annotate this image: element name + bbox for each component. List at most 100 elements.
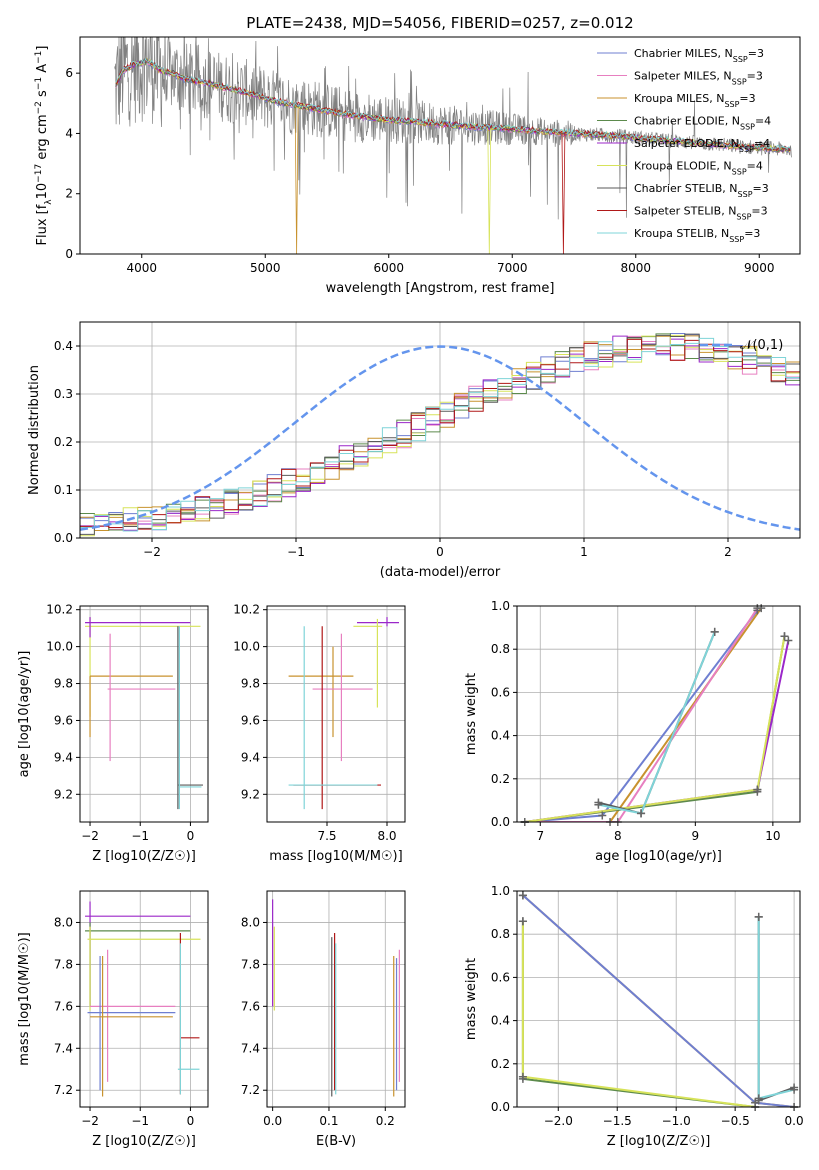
model-spectrum-line [115,58,791,151]
x-tick-label: 1 [580,545,588,559]
y-tick-label: 7.8 [54,957,73,971]
y-tick-label: 0.8 [491,927,510,941]
mass-weight-line [757,916,795,1102]
y-tick-label: 7.6 [241,999,260,1013]
x-tick-label: 9000 [744,261,775,275]
legend-label: Chabrier MILES, N [634,47,733,60]
y-label-part: −17 [34,164,44,183]
mass-weight-line [521,921,756,1107]
legend-tail: =4 [747,160,763,173]
x-tick-label: −2 [81,1114,99,1128]
axes-frame [516,890,801,1108]
mass-weight-line [524,607,759,822]
x-tick-label: 8.0 [377,829,396,843]
y-label-part: −2 [34,101,44,114]
mass-weight-line [524,607,763,822]
age_vs_Z-axes: −2 −1 0 9.2 9.4 9.6 9.8 10.0 10.2 Z [log10(Z/Z☉)]… [17,603,209,864]
figure-title: PLATE=2438, MJD=54056, FIBERID=0257, z=0… [246,14,633,32]
x-tick-label: 9 [692,829,700,843]
x-tick-label: 7 [536,829,544,843]
y-tick-label: 0.1 [54,483,73,497]
model-spectrum-line [115,57,791,254]
x-tick-label: 5000 [250,261,281,275]
y-tick-label: 7.4 [241,1041,260,1055]
mass-weight-line [598,631,716,815]
mass_weight_vs_age-plot-area [524,607,790,822]
mass-weight-marker [518,891,527,900]
x-axis-label: E(B-V) [316,1134,356,1149]
y-tick-label: 0.8 [491,642,510,656]
y-tick-label: 9.8 [54,677,73,691]
mass_vs_EBV-plot-area [272,899,400,1097]
y-tick-label: 0.6 [491,685,510,699]
model-spectrum-line [115,59,791,254]
x-tick-label: 8 [614,829,622,843]
legend-sub: SSP [729,235,744,244]
x-axis-label: wavelength [Angstrom, rest frame] [326,281,555,296]
x-tick-label: 0.1 [319,1114,338,1128]
x-tick-label: 2 [724,545,732,559]
mass-weight-marker [518,1072,527,1081]
axes-frame [79,605,209,823]
x-tick-label: 10 [765,829,780,843]
y-tick-label: 9.4 [54,750,73,764]
y-tick-label: 2 [65,187,73,201]
x-axis-label: Z [log10(Z/Z☉)] [92,1134,196,1149]
mass-weight-marker [753,785,762,794]
y-tick-label: 0.0 [54,531,73,545]
legend-tail: =4 [755,115,771,128]
mass-weight-marker [598,811,607,820]
y-tick-label: 9.8 [241,677,260,691]
y-label-part: 10 [35,183,50,200]
legend-sub: SSP [739,145,754,154]
mass_vs_Z-axes: −2 −1 0 7.2 7.4 7.6 7.8 8.0 Z [log10(Z/Z☉)] mass … [17,890,209,1149]
mass-weight-marker [594,800,603,809]
legend-sub: SSP [736,212,751,221]
legend-entry: Salpeter STELIB, NSSP=3 [634,205,768,222]
residual_histogram-axes: −2 −1 0 1 2 0.0 0.1 0.2 0.3 0.4 (data-model)/error… [27,321,801,580]
axes-frame [79,36,801,255]
legend-entry: Chabrier MILES, NSSP=3 [634,47,764,64]
legend-tail: =3 [748,47,764,60]
residual_histogram-plot-area [80,332,800,537]
axes-frame [79,321,801,539]
x-tick-label: 0 [187,1114,195,1128]
y-tick-label: 10.0 [46,640,73,654]
mass-weight-marker [784,636,793,645]
mass-weight-marker [637,809,646,818]
y-tick-label: 9.6 [54,713,73,727]
mass-weight-marker [790,1085,799,1094]
spectrum-plot-area [114,37,792,254]
legend-sub: SSP [724,100,739,109]
y-tick-label: 8.0 [54,915,73,929]
y-label-part: Flux [f [35,204,50,245]
mass-weight-marker [710,627,719,636]
y-axis-label: mass weight [464,958,479,1040]
y-label-part: −1 [34,77,44,90]
legend-entry: Kroupa MILES, NSSP=3 [634,92,756,109]
x-tick-label: −2 [81,829,99,843]
x-tick-label: 0 [187,829,195,843]
mass-weight-line [524,640,790,822]
x-tick-label: −1 [287,545,305,559]
legend-sub: SSP [732,167,747,176]
y-tick-label: 9.2 [54,787,73,801]
x-axis-label: age [log10(age/yr)] [595,849,722,864]
x-axis-label: Z [log10(Z/Z☉)] [607,1134,711,1149]
x-tick-label: −1.0 [662,1114,691,1128]
legend-tail: =3 [747,70,763,83]
y-axis-label: mass [log10(M/M☉)] [17,932,32,1065]
mass-weight-marker [754,912,763,921]
histogram-step-line [80,337,800,532]
legend-sub: SSP [738,190,753,199]
mass_weight_vs_Z-plot-area [521,894,795,1107]
y-tick-label: 7.2 [241,1083,260,1097]
y-axis-label: Flux [fλ10−17 erg cm−2 s−1 A−1] [34,46,54,246]
mass-weight-marker [518,917,527,926]
legend-entry: Kroupa STELIB, NSSP=3 [634,227,760,244]
legend-label: Salpeter STELIB, N [634,205,736,218]
y-label-part: −1 [34,51,44,64]
x-tick-label: 0 [436,545,444,559]
y-tick-label: 7.2 [54,1083,73,1097]
